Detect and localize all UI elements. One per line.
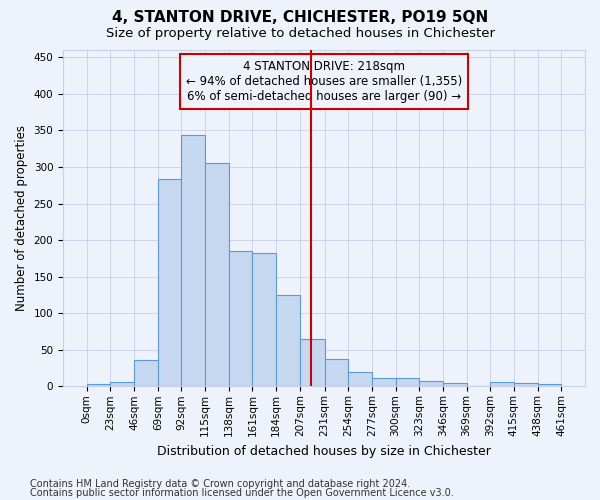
Bar xyxy=(205,164,229,386)
Bar xyxy=(490,382,514,386)
Bar xyxy=(419,382,443,386)
Bar xyxy=(443,384,467,386)
Text: 4 STANTON DRIVE: 218sqm
← 94% of detached houses are smaller (1,355)
6% of semi-: 4 STANTON DRIVE: 218sqm ← 94% of detache… xyxy=(186,60,462,103)
Bar xyxy=(300,339,325,386)
X-axis label: Distribution of detached houses by size in Chichester: Distribution of detached houses by size … xyxy=(157,444,491,458)
Bar xyxy=(229,251,253,386)
Bar xyxy=(276,295,300,386)
Bar xyxy=(348,372,372,386)
Y-axis label: Number of detached properties: Number of detached properties xyxy=(15,125,28,311)
Bar xyxy=(110,382,134,386)
Bar xyxy=(514,384,538,386)
Bar xyxy=(181,135,205,386)
Bar xyxy=(395,378,419,386)
Bar xyxy=(372,378,395,386)
Text: Contains HM Land Registry data © Crown copyright and database right 2024.: Contains HM Land Registry data © Crown c… xyxy=(30,479,410,489)
Bar xyxy=(325,358,348,386)
Text: 4, STANTON DRIVE, CHICHESTER, PO19 5QN: 4, STANTON DRIVE, CHICHESTER, PO19 5QN xyxy=(112,10,488,25)
Bar xyxy=(538,384,561,386)
Bar xyxy=(158,178,181,386)
Text: Contains public sector information licensed under the Open Government Licence v3: Contains public sector information licen… xyxy=(30,488,454,498)
Bar xyxy=(253,252,276,386)
Text: Size of property relative to detached houses in Chichester: Size of property relative to detached ho… xyxy=(106,28,494,40)
Bar xyxy=(134,360,158,386)
Bar xyxy=(87,384,110,386)
